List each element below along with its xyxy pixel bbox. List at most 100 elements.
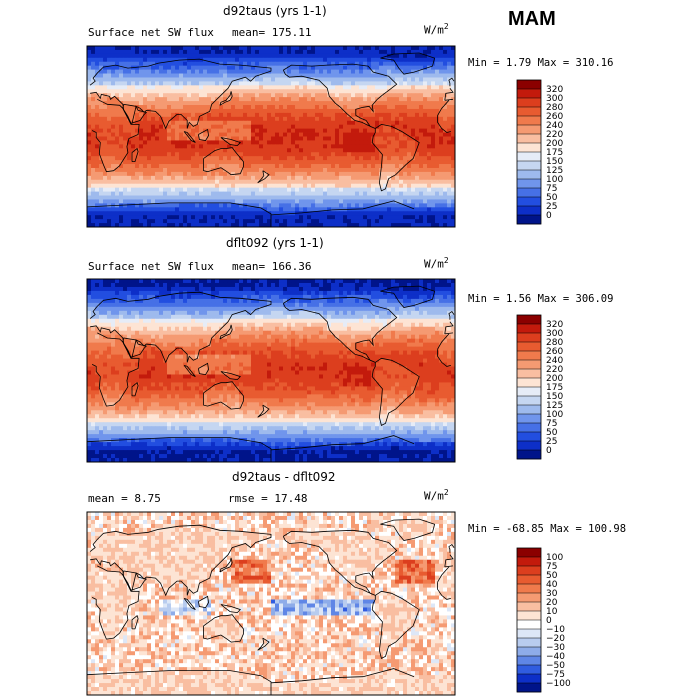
heatmap-cell [123, 171, 128, 177]
heatmap-cell [363, 120, 368, 126]
heatmap-cell [279, 223, 284, 228]
heatmap-cell [223, 164, 228, 169]
heatmap-cell [99, 306, 104, 312]
heatmap-cell [115, 73, 120, 78]
heatmap-cell [183, 207, 188, 212]
heatmap-cell [191, 179, 196, 185]
heatmap-cell [223, 53, 228, 59]
heatmap-cell [235, 215, 240, 220]
heatmap-cell [339, 132, 344, 137]
heatmap-cell [159, 101, 164, 106]
heatmap-cell [179, 223, 184, 228]
heatmap-cell [403, 175, 408, 181]
heatmap-cell [283, 211, 288, 216]
heatmap-cell [371, 53, 376, 59]
heatmap-cell [231, 46, 236, 51]
heatmap-cell [259, 152, 264, 157]
heatmap-cell [283, 105, 288, 110]
heatmap-cell [447, 105, 452, 110]
heatmap-cell [87, 65, 92, 70]
heatmap-cell [111, 136, 116, 141]
heatmap-cell [267, 167, 272, 173]
heatmap-cell [335, 195, 340, 200]
heatmap-cell [119, 97, 124, 102]
heatmap-cell [423, 108, 428, 114]
heatmap-cell [431, 69, 436, 74]
heatmap-cell [291, 195, 296, 200]
heatmap-cell [255, 286, 260, 292]
heatmap-cell [187, 69, 192, 74]
heatmap-cell [211, 49, 216, 55]
heatmap-cell [211, 85, 216, 90]
heatmap-cell [247, 69, 252, 74]
heatmap-cell [363, 77, 368, 82]
heatmap-cell [295, 298, 300, 304]
heatmap-cell [435, 65, 440, 70]
heatmap-cell [171, 105, 176, 110]
heatmap-cell [363, 195, 368, 200]
heatmap-cell [143, 61, 148, 67]
heatmap-cell [199, 219, 204, 224]
heatmap-cell [283, 171, 288, 177]
heatmap-cell [87, 132, 92, 137]
heatmap-cell [439, 223, 444, 228]
heatmap-cell [207, 219, 212, 224]
heatmap-cell [427, 191, 432, 196]
heatmap-cell [223, 203, 228, 208]
heatmap-cell [203, 279, 208, 284]
heatmap-cell [183, 286, 188, 292]
heatmap-cell [159, 179, 164, 185]
heatmap-cell [395, 116, 400, 122]
heatmap-cell [407, 65, 412, 70]
heatmap-cell [359, 124, 364, 130]
heatmap-cell [231, 191, 236, 196]
heatmap-cell [95, 199, 100, 204]
heatmap-cell [335, 175, 340, 181]
heatmap-cell [87, 279, 92, 284]
heatmap-cell [299, 101, 304, 106]
heatmap-cell [243, 223, 248, 228]
heatmap-cell [303, 85, 308, 90]
colorbar-swatch [517, 215, 541, 225]
heatmap-cell [419, 93, 424, 98]
heatmap-cell [219, 306, 224, 312]
heatmap-cell [335, 167, 340, 173]
heatmap-cell [351, 179, 356, 185]
heatmap-cell [139, 215, 144, 220]
heatmap-cell [395, 65, 400, 70]
heatmap-cell [347, 152, 352, 157]
heatmap-cell [415, 85, 420, 90]
heatmap-cell [219, 132, 224, 137]
heatmap-cell [431, 124, 436, 130]
heatmap-cell [367, 156, 372, 161]
heatmap-cell [191, 219, 196, 224]
heatmap-cell [99, 140, 104, 145]
heatmap-cell [95, 108, 100, 114]
heatmap-cell [323, 279, 328, 284]
heatmap-cell [155, 89, 160, 94]
heatmap-cell [399, 46, 404, 51]
heatmap-cell [131, 132, 136, 137]
heatmap-cell [359, 73, 364, 78]
heatmap-cell [151, 69, 156, 74]
heatmap-cell [371, 219, 376, 224]
heatmap-cell [143, 112, 148, 118]
heatmap-cell [307, 93, 312, 98]
heatmap-cell [359, 152, 364, 157]
heatmap-cell [391, 219, 396, 224]
heatmap-cell [255, 179, 260, 185]
heatmap-cell [411, 160, 416, 165]
heatmap-cell [195, 49, 200, 55]
heatmap-cell [435, 211, 440, 216]
heatmap-cell [127, 175, 132, 181]
heatmap-cell [275, 101, 280, 106]
heatmap-cell [363, 132, 368, 137]
heatmap-cell [443, 279, 448, 284]
heatmap-cell [331, 286, 336, 292]
heatmap-cell [219, 195, 224, 200]
heatmap-cell [431, 191, 436, 196]
heatmap-cell [95, 124, 100, 130]
heatmap-cell [231, 140, 236, 145]
heatmap-cell [211, 112, 216, 118]
heatmap-cell [351, 89, 356, 94]
